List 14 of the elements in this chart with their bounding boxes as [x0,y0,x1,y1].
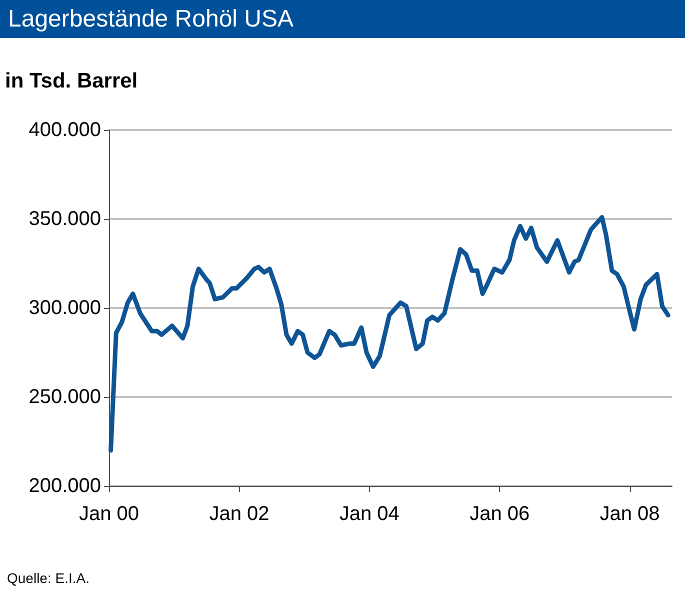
y-tick-label: 200.000 [28,475,101,497]
x-tick-label: Jan 08 [600,503,660,525]
x-tick-label: Jan 04 [339,503,400,525]
x-tick-label: Jan 00 [78,503,140,525]
y-axis-title: in Tsd. Barrel [5,70,138,92]
y-tick-label: 300.000 [28,297,101,319]
y-tick-label: 400.000 [28,119,101,141]
y-tick-label: 350.000 [28,208,101,230]
line-series [108,214,670,453]
x-tick-label: Jan 06 [470,503,530,525]
y-tick-label: 250.000 [28,386,101,408]
chart-title: Lagerbestände Rohöl USA [8,6,294,32]
x-tick-label: Jan 02 [209,503,270,525]
source-note: Quelle: E.I.A. [7,570,90,586]
